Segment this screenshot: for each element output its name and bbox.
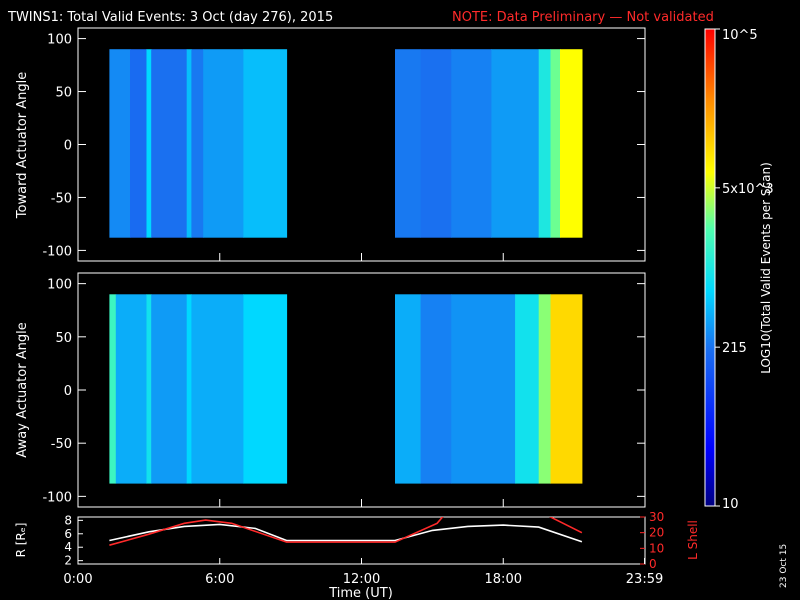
colorbar-tick-label-3: 10^5	[722, 28, 758, 43]
heatmap-band-0-11	[491, 49, 540, 238]
heatmap-band-0-14	[560, 49, 583, 238]
heatmap-band-1-6	[243, 294, 288, 484]
heatmap-band-0-3	[151, 49, 188, 238]
toward-heatmap-data	[109, 49, 583, 238]
time-tick-label-2: 12:00	[343, 572, 380, 587]
heatmap-band-0-7	[243, 49, 288, 238]
y-tick-label-1-4: -100	[42, 490, 72, 505]
heatmap-band-1-9	[451, 294, 516, 484]
colorbar-tick-label-1: 215	[722, 341, 747, 356]
time-x-label: Time (UT)	[328, 586, 393, 600]
r-series-line	[109, 523, 583, 543]
y-tick-label-1-1: 50	[55, 331, 72, 346]
time-x-ticks: 0:00 6:00 12:00 18:00 23:59	[63, 558, 663, 587]
y-tick-label-0-0: 100	[47, 33, 72, 48]
lshell-tick-label-1: 20	[649, 526, 664, 540]
lshell-tick-label-3: 0	[649, 557, 657, 571]
colorbar-tick-label-2: 5x10^3	[722, 182, 774, 197]
lshell-series-line	[109, 517, 583, 546]
heatmap-band-1-8	[420, 294, 452, 484]
y-tick-label-1-2: 0	[64, 384, 72, 399]
orbit-lines	[109, 517, 583, 546]
toward-heatmap-panel: 100 50 0 -50 -100 Toward Actuator Angle	[15, 27, 646, 262]
heatmap-band-0-4	[186, 49, 192, 238]
heatmap-band-1-5	[191, 294, 244, 484]
heatmap-band-1-10	[515, 294, 540, 484]
heatmap-band-0-12	[538, 49, 551, 238]
heatmap-band-1-0	[109, 294, 117, 484]
r-tick-label-3: 2	[64, 554, 72, 568]
y-tick-label-0-4: -100	[42, 244, 72, 259]
preliminary-note: NOTE: Data Preliminary — Not validated	[452, 10, 714, 25]
y-tick-label-1-3: -50	[51, 437, 72, 452]
heatmap-band-1-7	[395, 294, 421, 484]
colorbar-title: LOG10(Total Valid Events per Scan)	[759, 162, 773, 374]
heatmap-band-0-1	[130, 49, 147, 238]
lshell-tick-label-0: 30	[649, 510, 664, 524]
heatmap-band-1-3	[151, 294, 188, 484]
colorbar-ticks: 10 215 5x10^3 10^5	[715, 28, 774, 512]
away-y-label: Away Actuator Angle	[15, 322, 30, 457]
r-tick-label-2: 4	[64, 540, 72, 554]
heatmap-band-0-9	[420, 49, 452, 238]
heatmap-band-1-11	[538, 294, 551, 484]
away-y-ticks: 100 50 0 -50 -100	[42, 278, 646, 507]
heatmap-band-0-0	[109, 49, 131, 238]
heatmap-band-0-6	[203, 49, 244, 238]
heatmap-band-0-10	[451, 49, 492, 238]
time-tick-label-4: 23:59	[626, 572, 663, 587]
colorbar: 10 215 5x10^3 10^5 LOG10(Total Valid Events…	[704, 28, 774, 512]
time-tick-label-1: 6:00	[205, 572, 234, 587]
colorbar-tick-label-0: 10	[722, 497, 739, 512]
y-tick-label-0-3: -50	[51, 191, 72, 206]
date-stamp: 23 Oct 15	[779, 544, 789, 588]
heatmap-band-0-8	[395, 49, 421, 238]
heatmap-band-1-1	[115, 294, 147, 484]
heatmap-band-0-2	[146, 49, 152, 238]
lshell-y-label: L Shell	[686, 520, 700, 560]
time-tick-label-3: 18:00	[485, 572, 522, 587]
r-tick-label-0: 8	[64, 513, 72, 527]
heatmap-band-1-2	[146, 294, 152, 484]
y-tick-label-0-1: 50	[55, 86, 72, 101]
y-tick-label-0-2: 0	[64, 139, 72, 154]
away-heatmap-data	[109, 294, 583, 484]
toward-y-label: Toward Actuator Angle	[15, 72, 30, 219]
away-heatmap-panel: 100 50 0 -50 -100 Away Actuator Angle	[15, 272, 646, 508]
heatmap-band-1-12	[550, 294, 583, 484]
r-y-label: R [Rₑ]	[14, 523, 28, 558]
toward-y-ticks: 100 50 0 -50 -100	[42, 33, 646, 261]
chart-title: TWINS1: Total Valid Events: 3 Oct (day 2…	[7, 10, 333, 25]
heatmap-band-0-5	[191, 49, 204, 238]
y-tick-label-1-0: 100	[47, 278, 72, 293]
time-tick-label-0: 0:00	[63, 572, 92, 587]
heatmap-band-1-4	[186, 294, 192, 484]
heatmap-band-0-13	[550, 49, 561, 238]
colorbar-gradient	[704, 28, 716, 507]
r-tick-label-1: 6	[64, 527, 72, 541]
lshell-tick-label-2: 10	[649, 541, 664, 555]
